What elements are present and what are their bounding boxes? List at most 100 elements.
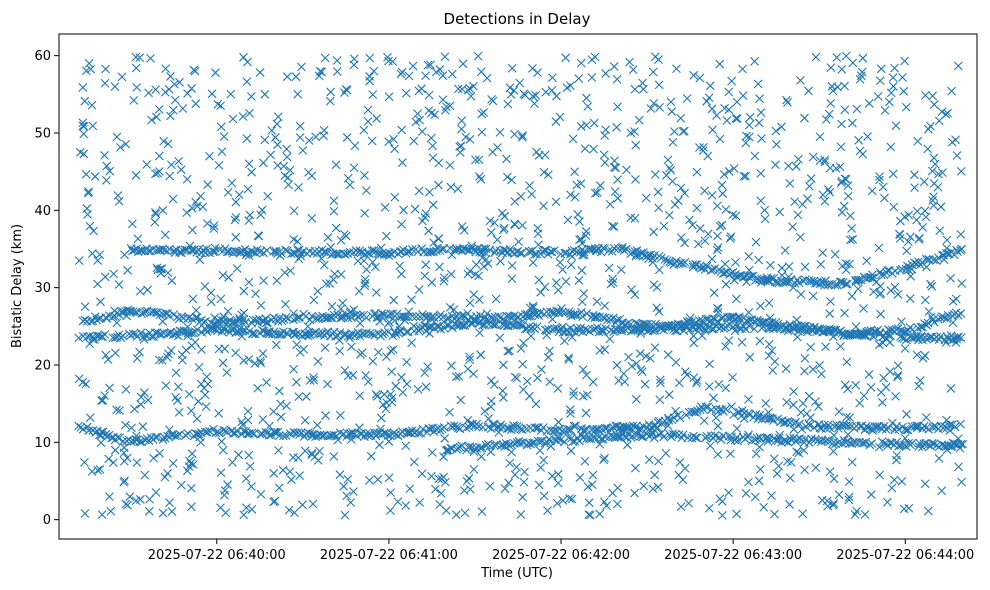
detection-point <box>738 91 748 100</box>
detection-point <box>258 415 268 424</box>
detection-point <box>553 384 563 393</box>
detection-point <box>181 430 190 440</box>
detection-point <box>858 438 867 448</box>
detection-point <box>606 424 616 434</box>
detection-point <box>754 118 764 128</box>
detection-point <box>326 313 335 322</box>
detection-point <box>654 307 664 316</box>
detection-point <box>934 169 943 179</box>
detection-point <box>260 135 270 145</box>
detection-point <box>864 370 874 379</box>
detection-point <box>558 265 567 275</box>
detection-point <box>583 482 593 492</box>
detection-point <box>757 134 766 143</box>
detection-point <box>926 279 935 289</box>
detection-point <box>934 116 944 126</box>
detection-point <box>109 269 119 279</box>
detection-point <box>223 480 232 489</box>
detection-point <box>847 224 857 233</box>
detection-point <box>724 167 734 176</box>
detection-point <box>785 277 795 287</box>
detection-point <box>207 89 217 99</box>
x-tick-label: 2025-07-22 06:44:00 <box>836 548 974 563</box>
detection-point <box>499 223 509 233</box>
detection-point <box>540 282 550 292</box>
detection-point <box>540 150 550 160</box>
detection-point <box>175 77 184 87</box>
detection-point <box>560 248 570 258</box>
detection-point <box>843 191 853 201</box>
detection-point <box>539 491 549 501</box>
detection-point <box>260 89 270 99</box>
detection-point <box>270 427 280 437</box>
detection-point <box>117 72 127 82</box>
detection-point <box>386 346 396 356</box>
detection-point <box>772 139 781 149</box>
detection-point <box>429 238 438 248</box>
detection-point <box>314 71 324 81</box>
detection-point <box>825 324 834 334</box>
detection-point <box>580 456 590 466</box>
detection-point <box>928 91 938 101</box>
detection-point <box>893 370 903 380</box>
detection-point <box>90 172 100 181</box>
detection-point <box>568 134 578 144</box>
x-tick-label: 2025-07-22 06:40:00 <box>148 548 286 563</box>
detection-point <box>929 317 939 327</box>
detection-point <box>436 488 446 498</box>
detection-point <box>165 425 174 435</box>
detection-point <box>533 373 542 383</box>
detection-point <box>267 126 277 135</box>
detection-point <box>715 134 725 144</box>
detection-point <box>234 450 244 460</box>
detection-point <box>502 154 511 164</box>
detection-point <box>821 342 830 352</box>
detection-point <box>479 262 489 272</box>
detection-point <box>297 62 306 72</box>
detection-point <box>771 160 780 170</box>
detection-point <box>661 448 671 458</box>
detection-point <box>336 235 346 245</box>
detection-point <box>631 175 640 184</box>
detection-point <box>946 384 956 393</box>
detection-point <box>956 167 966 176</box>
detection-point <box>548 73 557 83</box>
detection-point <box>223 306 233 316</box>
detection-point <box>127 423 136 433</box>
detection-point <box>829 447 838 456</box>
detection-point <box>801 275 810 285</box>
detection-point <box>397 372 406 382</box>
detection-point <box>956 439 966 449</box>
detection-point <box>688 220 697 230</box>
detection-point <box>281 299 290 309</box>
detection-point <box>202 244 211 254</box>
detection-point <box>795 232 805 242</box>
detection-point <box>456 312 466 321</box>
detection-point <box>507 274 517 284</box>
detection-point <box>674 378 684 388</box>
detection-point <box>536 287 545 297</box>
detection-point <box>910 170 919 180</box>
detection-point <box>213 321 222 331</box>
detection-point <box>483 259 493 268</box>
detection-point <box>214 428 224 438</box>
detection-point <box>505 458 515 468</box>
detection-point <box>754 476 764 486</box>
detection-point <box>744 430 753 440</box>
detection-point <box>825 309 835 319</box>
detection-point <box>403 247 412 256</box>
detection-point <box>926 121 935 131</box>
detection-point <box>907 438 917 448</box>
detection-point <box>675 457 685 467</box>
detection-point <box>253 231 263 241</box>
detection-point <box>583 101 593 111</box>
detection-point <box>785 473 795 483</box>
detection-point <box>243 415 253 425</box>
detection-point <box>415 324 425 334</box>
detection-point <box>95 250 105 260</box>
detection-point <box>216 101 226 111</box>
detection-point <box>512 373 522 383</box>
detection-point <box>668 176 677 186</box>
detection-point <box>346 331 356 341</box>
